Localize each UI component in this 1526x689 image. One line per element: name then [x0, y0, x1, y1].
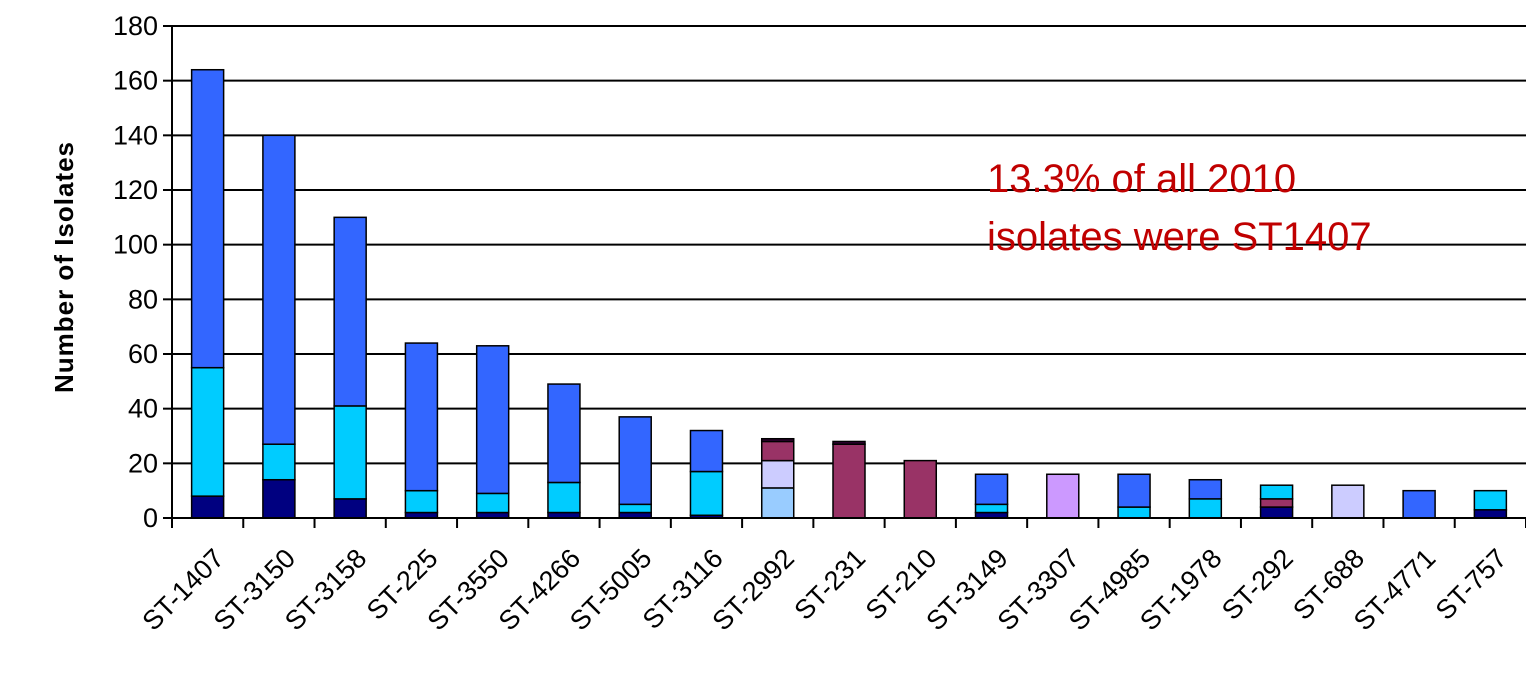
bar-segment — [262, 134, 296, 445]
y-tick-label: 40 — [128, 394, 158, 424]
annotation-text: 13.3% of all 2010 isolates were ST1407 — [987, 157, 1372, 259]
bar-segment — [1188, 478, 1223, 500]
bar-stack-st-231 — [832, 440, 866, 519]
y-tick-label: 140 — [113, 120, 158, 150]
bar-segment — [262, 478, 296, 519]
y-tick-label: 120 — [113, 175, 158, 205]
bar-stack-st-1978 — [1188, 478, 1223, 519]
bar-stack-st-3550 — [475, 345, 510, 519]
y-tick-labels: 0 20 40 60 80 100 120 140 160 180 — [113, 11, 158, 533]
bar-stack-st-1407 — [190, 68, 225, 519]
bar-stack-st-3307 — [1046, 473, 1080, 519]
bar-stack-st-210 — [903, 459, 938, 519]
bar-segment — [475, 345, 510, 495]
annotation-line-1: 13.3% of all 2010 — [987, 157, 1296, 201]
y-tick-label: 80 — [128, 284, 158, 314]
bar-segment — [333, 405, 367, 500]
bar-stack-st-5005 — [618, 416, 652, 519]
x-tick-labels: ST-1407ST-3150ST-3158ST-225ST-3550ST-426… — [136, 543, 1512, 636]
bar-segment — [689, 429, 724, 473]
bar-stack-st-757 — [1473, 489, 1508, 519]
bar-segment — [404, 489, 439, 514]
bar-segment — [618, 416, 652, 506]
bar-segment — [760, 487, 795, 519]
bar-segment — [832, 440, 866, 445]
bar-stack-st-4771 — [1402, 489, 1436, 519]
bar-segment — [760, 437, 795, 443]
bar-segment — [974, 473, 1009, 506]
bar-segment — [262, 443, 296, 481]
bar-segment — [1259, 498, 1294, 508]
bar-segment — [760, 440, 795, 462]
bar-segment — [547, 383, 581, 484]
bar-stack-st-3149 — [974, 473, 1009, 519]
bar-stack-st-2992 — [760, 437, 795, 519]
y-tick-label: 0 — [143, 503, 158, 533]
y-tick-label: 60 — [128, 339, 158, 369]
bar-stack-st-3150 — [262, 134, 296, 519]
bar-segment — [190, 495, 225, 519]
axes — [163, 25, 1526, 528]
bar-segment — [689, 470, 724, 517]
bar-segment — [190, 366, 225, 497]
bar-segment — [1188, 498, 1223, 519]
y-tick-label: 20 — [128, 448, 158, 478]
bar-segment — [974, 503, 1009, 514]
bar-stack-st-4985 — [1117, 473, 1151, 519]
bar-stacks — [190, 68, 1508, 519]
y-axis-label: Number of Isolates — [49, 141, 79, 393]
annotation-line-2: isolates were ST1407 — [987, 215, 1372, 259]
bar-stack-st-3116 — [689, 429, 724, 519]
bar-segment — [333, 216, 367, 407]
bar-segment — [1402, 489, 1436, 519]
bar-segment — [547, 481, 581, 514]
bar-segment — [333, 498, 367, 519]
bar-segment — [190, 68, 225, 369]
bar-stack-st-4266 — [547, 383, 581, 519]
bar-segment — [760, 459, 795, 489]
bar-segment — [903, 459, 938, 519]
bar-segment — [832, 443, 866, 519]
bar-stack-st-225 — [404, 342, 439, 519]
gridlines — [172, 25, 1526, 465]
y-tick-label: 160 — [113, 66, 158, 96]
y-tick-label: 100 — [113, 230, 158, 260]
x-tick-label: ST-231 — [788, 543, 871, 626]
y-tick-label: 180 — [113, 11, 158, 41]
bar-stack-st-292 — [1259, 484, 1294, 519]
bar-segment — [1259, 484, 1294, 500]
x-tick-label: ST-292 — [1216, 543, 1299, 626]
bar-segment — [1331, 484, 1365, 519]
bar-segment — [1259, 506, 1294, 519]
bar-stack-st-3158 — [333, 216, 367, 519]
bar-segment — [1046, 473, 1080, 519]
bar-segment — [618, 503, 652, 514]
bar-segment — [475, 492, 510, 514]
bar-segment — [1473, 509, 1508, 519]
bar-segment — [1473, 489, 1508, 511]
bar-segment — [404, 342, 439, 492]
bar-segment — [1117, 506, 1151, 519]
bar-segment — [1117, 473, 1151, 508]
bar-stack-st-688 — [1331, 484, 1365, 519]
x-tick-label: ST-757 — [1430, 543, 1513, 626]
